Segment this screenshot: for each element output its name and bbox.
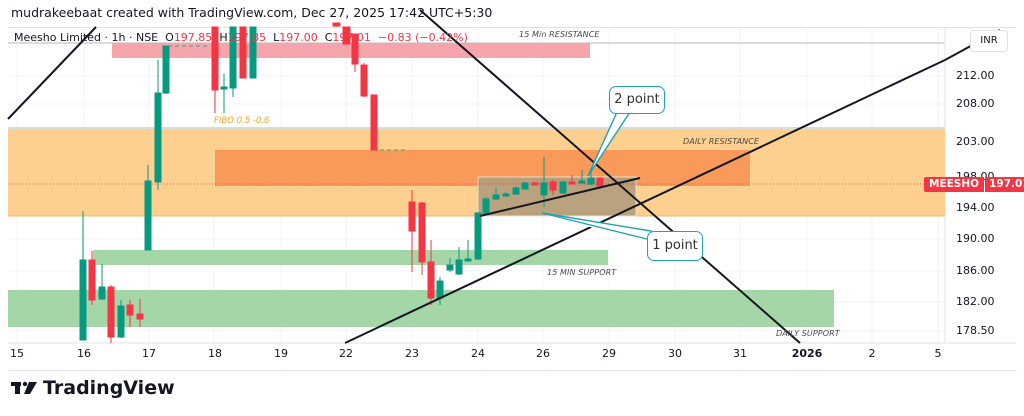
time-tick: 16 xyxy=(77,347,91,360)
tradingview-logo-icon xyxy=(11,381,37,394)
symbol-legend: Meesho Limited · 1h · NSE O197.85 H197.8… xyxy=(14,31,468,44)
label-15min-support: 15 MIN SUPPORT xyxy=(547,268,617,277)
zone-daily-support xyxy=(8,290,834,327)
chart-credit: mudrakeebaat created with TradingView.co… xyxy=(11,5,493,20)
low-value: 197.00 xyxy=(279,31,318,44)
tradingview-brand[interactable]: TradingView xyxy=(11,377,175,399)
label-fibo: FIBO 0.5 -0.6 xyxy=(214,116,270,126)
time-tick: 29 xyxy=(602,347,616,360)
time-tick: 15 xyxy=(10,347,24,360)
price-tick: 182.00 xyxy=(956,295,995,308)
zone-15min-resistance xyxy=(112,43,590,58)
price-tick: 208.00 xyxy=(956,97,995,110)
close-label: C xyxy=(324,31,333,44)
last-price-symbol: MEESHO xyxy=(924,177,985,192)
time-tick: 22 xyxy=(339,347,353,360)
brand-name: TradingView xyxy=(43,377,175,399)
open-value: 197.85 xyxy=(173,31,213,44)
price-tick: 194.00 xyxy=(956,201,995,214)
up-candles xyxy=(79,26,595,341)
low-label: L xyxy=(273,31,280,44)
open-label: O xyxy=(165,31,174,44)
time-tick: 26 xyxy=(536,347,550,360)
time-tick-year: 2026 xyxy=(791,347,823,360)
chart-frame[interactable] xyxy=(8,27,1016,371)
last-price-value: 197.01 xyxy=(985,177,1024,192)
label-daily-support: DAILY SUPPORT xyxy=(776,329,840,338)
time-tick: 31 xyxy=(733,347,747,360)
legend-interval: 1h xyxy=(111,31,126,44)
callout-1-point[interactable]: 1 point xyxy=(647,231,703,261)
time-tick: 17 xyxy=(142,347,156,360)
time-tick: 23 xyxy=(405,347,419,360)
price-tick: 203.00 xyxy=(956,135,995,148)
callout-2-point[interactable]: 2 point xyxy=(609,86,665,114)
legend-symbol: Meesho Limited xyxy=(14,31,101,44)
time-tick: 30 xyxy=(668,347,682,360)
label-daily-resistance: DAILY RESISTANCE xyxy=(683,137,760,146)
change-pct-value: (−0.42%) xyxy=(415,31,468,44)
price-tick: 178.50 xyxy=(956,324,995,337)
time-tick: 2 xyxy=(868,347,876,360)
change-value: −0.83 xyxy=(377,31,412,44)
down-candles xyxy=(88,22,604,343)
legend-exchange: NSE xyxy=(135,31,159,44)
last-price-tag: MEESHO 197.01 xyxy=(924,177,1024,192)
time-tick: 24 xyxy=(471,347,485,360)
time-tick: 19 xyxy=(274,347,288,360)
zone-15min-support xyxy=(93,250,608,265)
time-tick: 5 xyxy=(934,347,942,360)
high-label: H xyxy=(219,31,228,44)
currency-button[interactable]: INR xyxy=(970,30,1008,52)
close-value: 197.01 xyxy=(332,31,371,44)
label-15min-resistance: 15 Min RESISTANCE xyxy=(519,30,600,39)
time-tick: 18 xyxy=(208,347,222,360)
price-tick: 190.00 xyxy=(956,232,995,245)
price-tick: 212.00 xyxy=(956,69,995,82)
high-value: 197.85 xyxy=(227,31,267,44)
price-tick: 186.00 xyxy=(956,264,995,277)
